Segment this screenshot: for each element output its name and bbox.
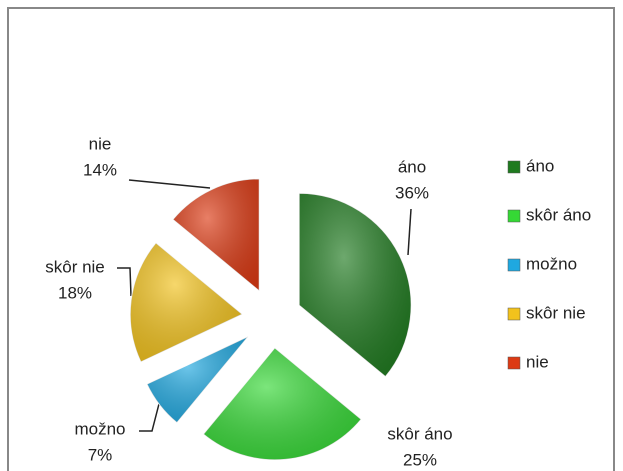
slice-value-label: 18% <box>58 283 92 302</box>
legend-label: skôr áno <box>526 205 591 224</box>
leader-line <box>117 267 132 297</box>
legend-label: áno <box>526 156 554 175</box>
legend-swatch <box>507 356 521 370</box>
slice-value-label: 7% <box>88 445 113 464</box>
slice-shade <box>146 336 249 423</box>
slice-shade <box>299 193 412 377</box>
slice-label: možno <box>74 419 125 438</box>
slice-value-label: 14% <box>83 160 117 179</box>
legend-label: nie <box>526 352 549 371</box>
legend-swatch <box>507 209 521 223</box>
leader-line <box>128 179 211 189</box>
slice-label: áno <box>398 157 426 176</box>
slice-value-label: 36% <box>395 183 429 202</box>
slice-shade <box>203 347 362 460</box>
slice-label: skôr nie <box>45 257 105 276</box>
legend-swatch <box>507 160 521 174</box>
legend-label: skôr nie <box>526 303 586 322</box>
slice-shade <box>130 242 243 362</box>
slice-label: skôr áno <box>387 424 452 443</box>
legend-label: možno <box>526 254 577 273</box>
legend-swatch <box>507 307 521 321</box>
slice-label: nie <box>89 134 112 153</box>
legend-swatch <box>507 258 521 272</box>
leader-line <box>407 208 412 256</box>
leader-line <box>139 399 161 432</box>
slice-value-label: 25% <box>403 450 437 469</box>
slice-shade <box>172 178 260 291</box>
